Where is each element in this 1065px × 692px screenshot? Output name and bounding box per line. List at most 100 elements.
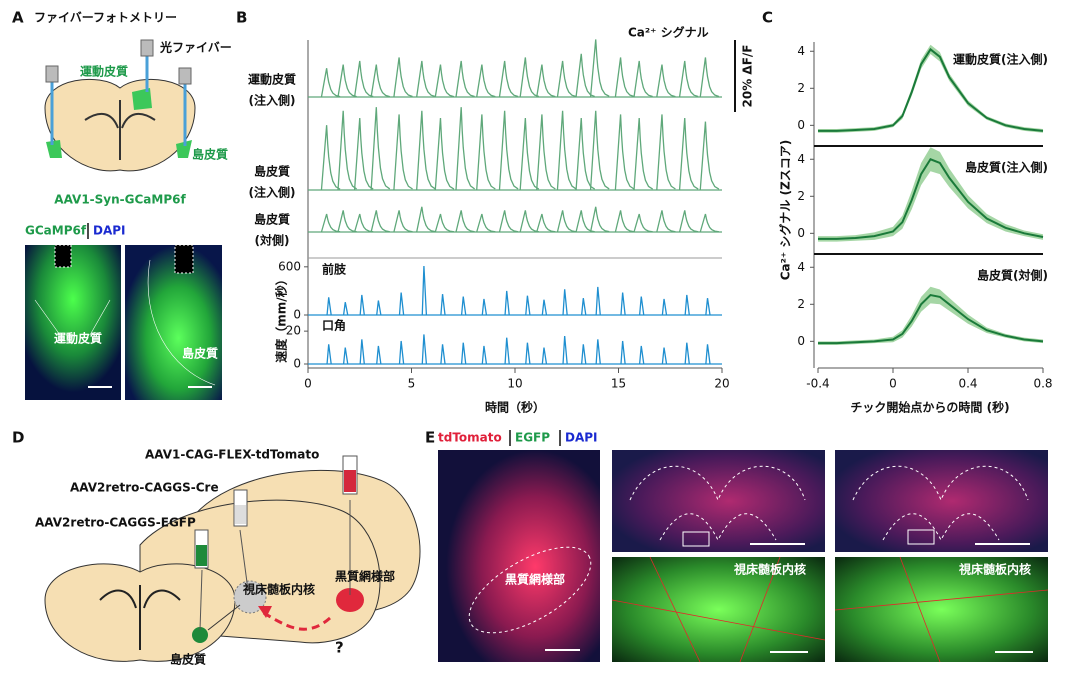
inset-box	[907, 529, 935, 545]
transient	[536, 213, 556, 233]
speed-spike	[562, 289, 568, 316]
transient	[575, 210, 595, 233]
y-tick-label: 4	[797, 260, 805, 274]
transient	[434, 64, 455, 98]
speed-spike	[581, 344, 587, 365]
transient	[614, 57, 635, 98]
injection-site	[132, 88, 152, 110]
x-tick-label: 0.8	[1033, 377, 1052, 391]
transient	[498, 110, 519, 191]
trace-label: 島皮質	[254, 164, 290, 179]
panel-label: E	[425, 429, 435, 447]
projection	[207, 604, 241, 631]
y-tick-label: 0	[293, 308, 301, 322]
y-axis-label: 速度（mm/秒）	[274, 273, 289, 362]
trace-label: (注入側)	[249, 185, 296, 200]
transient	[589, 206, 610, 233]
speed-spike	[684, 342, 690, 365]
ferrule	[178, 67, 192, 85]
image-label: 黒質網様部	[505, 572, 565, 587]
label: 光ファイバー	[159, 40, 232, 55]
transient	[589, 110, 610, 191]
ferrule	[45, 65, 59, 83]
transient	[614, 210, 635, 233]
transient	[633, 117, 654, 191]
speed-spike	[460, 296, 467, 316]
speed-spike	[705, 298, 711, 316]
panel-label: B	[236, 9, 247, 27]
transient	[519, 57, 540, 98]
subplot-title: 運動皮質(注入側)	[953, 52, 1048, 67]
speed-spike	[620, 292, 626, 316]
question: ?	[335, 639, 344, 657]
speed-spike	[684, 294, 690, 316]
transient	[699, 57, 720, 98]
transient	[370, 64, 390, 98]
scale-bar-label: 20% ΔF/F	[741, 45, 755, 108]
micrograph	[25, 245, 121, 400]
stain: GCaMP6f	[25, 224, 87, 238]
transient	[575, 117, 596, 191]
trace-label: 運動皮質	[248, 72, 296, 87]
image-label: 視床髄板内核	[733, 562, 806, 577]
transient	[519, 210, 539, 233]
speed-spike	[481, 345, 488, 365]
micrograph	[612, 557, 825, 662]
speed-spike	[359, 339, 365, 365]
y-tick-label: 600	[278, 259, 301, 273]
micrograph	[438, 450, 600, 662]
micrograph	[835, 557, 1048, 662]
mean-line	[818, 293, 1044, 345]
trace-label: 島皮質	[254, 212, 290, 227]
x-tick-label: 15	[611, 377, 626, 391]
transient	[320, 125, 341, 191]
target-region	[233, 580, 267, 614]
outline	[468, 546, 592, 634]
x-tick-label: -0.4	[806, 377, 829, 391]
y-tick-label: 0	[293, 357, 301, 371]
speed-spike	[359, 294, 365, 316]
speed-spike	[620, 340, 626, 365]
transient	[434, 213, 455, 233]
micrograph	[835, 450, 1048, 552]
transient	[536, 114, 556, 191]
speed-spike	[541, 299, 548, 316]
brain-structure	[99, 585, 181, 650]
mean-line	[818, 158, 1044, 240]
trace-label: 口角	[322, 318, 346, 333]
transient	[678, 210, 699, 233]
speed-spike	[525, 342, 531, 365]
transient	[353, 60, 374, 98]
x-tick-label: 0	[304, 377, 312, 391]
y-tick-label: 2	[797, 81, 805, 95]
speed-spike	[376, 300, 382, 316]
transient	[455, 60, 475, 98]
fiber-track	[174, 244, 194, 274]
outline	[34, 259, 216, 386]
speed-spike	[376, 345, 382, 365]
ferrule	[140, 39, 154, 57]
stain: DAPI	[93, 224, 126, 238]
x-tick-label: 5	[408, 377, 416, 391]
stain: DAPI	[565, 431, 598, 445]
stain: EGFP	[515, 431, 550, 445]
y-tick-label: 4	[797, 44, 805, 58]
outline	[629, 465, 806, 542]
target-region	[192, 627, 208, 643]
speed-spike	[661, 298, 668, 316]
transient	[556, 110, 577, 191]
transient	[678, 117, 699, 191]
transient	[614, 114, 635, 191]
y-tick-label: 0	[797, 334, 805, 348]
virus-label: AAV1-CAG-FLEX-tdTomato	[145, 448, 319, 462]
speed-spike	[525, 295, 531, 316]
target-region	[336, 588, 364, 612]
speed-spike	[581, 298, 587, 316]
projection	[261, 610, 331, 631]
image-label: 島皮質	[182, 346, 218, 361]
inset-box	[682, 531, 710, 547]
speed-spike	[421, 334, 428, 365]
transient	[455, 107, 476, 191]
transient	[370, 107, 391, 191]
